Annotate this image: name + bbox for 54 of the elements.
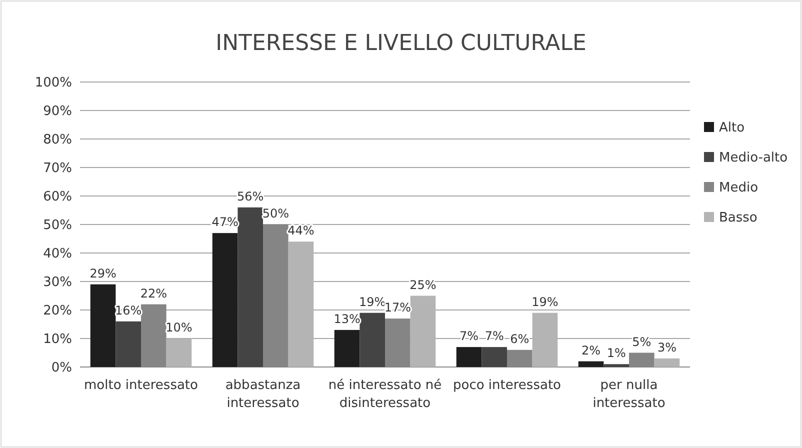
data-label: 25% (410, 278, 436, 292)
data-label: 7% (484, 329, 504, 344)
data-label: 3% (657, 340, 676, 354)
y-tick-label: 50% (43, 218, 72, 234)
bar (456, 347, 482, 367)
bar (238, 207, 263, 367)
data-label: 29% (90, 266, 116, 280)
bar (578, 361, 604, 367)
x-tick-label: né interessato né disinteressato (328, 378, 442, 411)
y-tick-label: 40% (43, 246, 72, 262)
y-tick-label: 30% (43, 275, 72, 290)
y-tick-label: 80% (43, 132, 72, 148)
data-label: 5% (632, 334, 652, 349)
bar (90, 284, 116, 367)
data-label: 10% (166, 320, 192, 334)
legend-label: Medio-alto (719, 150, 788, 166)
data-label: 7% (460, 329, 479, 344)
y-tick-label: 0% (51, 360, 72, 376)
bar (604, 364, 629, 367)
bar (360, 312, 385, 367)
data-label: 22% (140, 286, 167, 300)
bar (410, 296, 436, 367)
y-tick-label: 60% (43, 190, 72, 205)
data-label: 6% (510, 332, 530, 346)
data-label: 17% (384, 300, 411, 315)
bar (482, 347, 507, 367)
bar (166, 338, 192, 367)
x-tick-label: molto interessato (84, 378, 198, 393)
y-tick-label: 20% (43, 304, 72, 319)
x-tick-label: poco interessato (452, 378, 562, 393)
legend-label: Alto (719, 120, 745, 136)
bar (212, 233, 238, 367)
y-tick-label: 100% (34, 76, 72, 91)
bar (532, 312, 558, 367)
legend-label: Basso (719, 210, 758, 226)
x-tick-label: abbastanza interessato (225, 378, 301, 411)
data-label: 1% (606, 346, 626, 360)
data-label: 19% (532, 294, 558, 309)
bar (288, 242, 314, 367)
y-tick-label: 90% (43, 104, 72, 120)
bar (654, 358, 680, 367)
data-label: 44% (288, 224, 314, 238)
y-tick-label: 10% (43, 332, 72, 348)
bar (116, 321, 141, 367)
y-tick-label: 70% (43, 161, 72, 176)
bar (334, 330, 360, 367)
data-label: 16% (115, 303, 142, 318)
data-label: 19% (359, 294, 386, 309)
data-label: 56% (237, 189, 264, 204)
data-label: 2% (582, 343, 601, 358)
chart-title: INTERESSE E LIVELLO CULTURALE (216, 31, 586, 56)
data-label: 50% (262, 206, 289, 220)
legend-label: Medio (719, 180, 758, 196)
x-tick-label: per nulla interessato (592, 378, 666, 411)
